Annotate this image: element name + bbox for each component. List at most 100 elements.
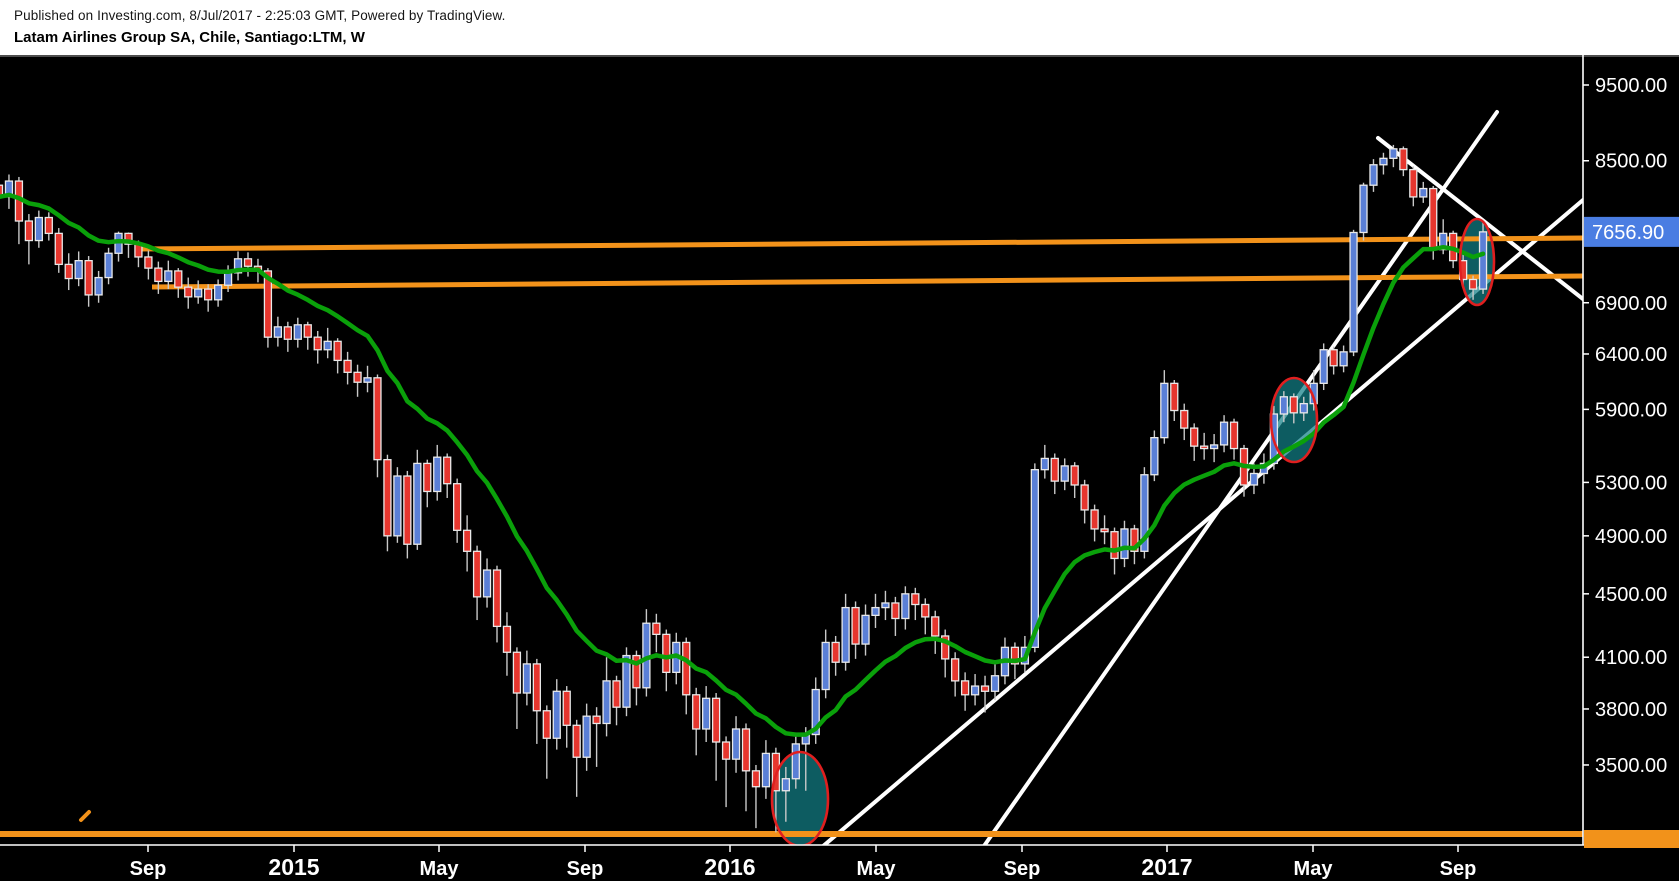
candle-up bbox=[1249, 472, 1259, 486]
candle-up bbox=[1040, 457, 1049, 471]
candle-down bbox=[960, 680, 970, 696]
candle-up bbox=[223, 272, 233, 286]
plot-pane[interactable] bbox=[0, 110, 1583, 870]
candle-up bbox=[1219, 421, 1229, 446]
candle-up bbox=[622, 654, 631, 708]
price-tick-label: 4900.00 bbox=[1595, 526, 1667, 548]
candle-down bbox=[652, 622, 661, 636]
candle-up bbox=[731, 728, 741, 760]
candle-down bbox=[303, 324, 312, 338]
candle-down bbox=[662, 633, 671, 673]
candle-up bbox=[233, 258, 243, 274]
candle-up bbox=[1160, 382, 1169, 439]
lower-resistance-line bbox=[151, 273, 1583, 290]
price-tick-label: 4100.00 bbox=[1595, 647, 1667, 669]
candle-up bbox=[522, 663, 532, 694]
candle-down bbox=[1429, 187, 1438, 251]
candle-down bbox=[1289, 396, 1298, 414]
candle-up bbox=[413, 462, 422, 545]
candle-down bbox=[472, 550, 482, 598]
candle-down bbox=[921, 603, 930, 618]
candle-up bbox=[1150, 437, 1159, 476]
price-tick-label: 4500.00 bbox=[1595, 584, 1667, 606]
candle-up bbox=[781, 778, 790, 792]
candle-down bbox=[263, 270, 273, 338]
candle-down bbox=[751, 770, 761, 788]
candle-up bbox=[164, 270, 173, 283]
candle-up bbox=[881, 602, 890, 609]
candle-down bbox=[1200, 445, 1209, 450]
candle-down bbox=[283, 326, 292, 340]
candle-down bbox=[1050, 457, 1059, 482]
bottom-2016-circle-border bbox=[770, 750, 830, 845]
candle-up bbox=[1379, 157, 1388, 166]
chart-area[interactable]: 9500.00 8500.00 6900.00 6400.00 5900.00 5300.… bbox=[0, 55, 1679, 881]
candle-up bbox=[861, 614, 870, 645]
price-tick-label: 6900.00 bbox=[1595, 293, 1667, 315]
candle-up bbox=[602, 680, 611, 725]
candle-up bbox=[1299, 402, 1308, 414]
candle-down bbox=[1409, 168, 1418, 198]
candle-down bbox=[692, 694, 701, 730]
candle-up bbox=[1439, 232, 1448, 251]
date-tick-label: Sep bbox=[1440, 858, 1477, 880]
date-tick-label: May bbox=[420, 858, 460, 880]
candle-down bbox=[831, 641, 840, 663]
price-tick-label: 6400.00 bbox=[1595, 344, 1667, 366]
candle-up bbox=[821, 641, 830, 691]
candle-down bbox=[980, 685, 990, 692]
candle-down bbox=[502, 625, 512, 653]
chart-header: Published on Investing.com, 8/Jul/2017 -… bbox=[0, 0, 1679, 55]
candle-up bbox=[1419, 187, 1428, 198]
candle-down bbox=[1468, 278, 1478, 290]
ascending-line-long bbox=[821, 198, 1583, 845]
candle-down bbox=[542, 710, 551, 739]
candle-up bbox=[1060, 465, 1069, 482]
orange-dash-mark bbox=[79, 810, 91, 822]
candle-down bbox=[84, 260, 93, 296]
candlestick-chart-svg[interactable]: 9500.00 8500.00 6900.00 6400.00 5900.00 5300.… bbox=[0, 55, 1679, 881]
date-tick-label: 2015 bbox=[268, 854, 319, 880]
candle-down bbox=[741, 728, 751, 772]
candle-down bbox=[64, 263, 73, 280]
candle-up bbox=[194, 288, 203, 298]
candle-down bbox=[243, 258, 253, 267]
candle-down bbox=[403, 475, 412, 545]
candle-down bbox=[1190, 427, 1199, 447]
candle-down bbox=[1100, 528, 1109, 533]
candle-down bbox=[204, 288, 213, 301]
candle-down bbox=[453, 483, 462, 531]
candle-up bbox=[1140, 474, 1149, 552]
candle-up bbox=[293, 324, 302, 340]
candle-down bbox=[632, 654, 641, 689]
candle-up bbox=[582, 715, 591, 758]
candle-down bbox=[1399, 148, 1408, 171]
candle-down bbox=[44, 216, 53, 235]
date-tick-label: May bbox=[1294, 858, 1334, 880]
candle-down bbox=[1329, 349, 1338, 367]
candle-down bbox=[124, 232, 133, 245]
candle-up bbox=[761, 752, 771, 788]
date-tick-label: 2017 bbox=[1141, 854, 1192, 880]
candle-up bbox=[104, 252, 113, 279]
candle-down bbox=[1070, 465, 1079, 486]
candle-up bbox=[791, 743, 800, 780]
candle-down bbox=[572, 724, 581, 758]
candle-down bbox=[941, 635, 950, 660]
moving-average-line bbox=[0, 192, 1486, 737]
published-note: Published on Investing.com, 8/Jul/2017 -… bbox=[14, 8, 506, 23]
candle-up bbox=[1120, 528, 1129, 560]
candle-up bbox=[1030, 469, 1039, 648]
candle-down bbox=[383, 459, 392, 537]
candle-up bbox=[702, 697, 711, 730]
candle-down bbox=[931, 616, 940, 637]
date-tick-label: May bbox=[857, 858, 897, 880]
candle-down bbox=[0, 184, 4, 198]
candle-up bbox=[433, 456, 442, 493]
candle-up bbox=[871, 606, 880, 617]
candle-down bbox=[24, 220, 34, 242]
candle-down bbox=[851, 606, 860, 645]
candle-down bbox=[313, 336, 322, 351]
candle-down bbox=[1080, 484, 1089, 511]
candle-up bbox=[1339, 351, 1348, 367]
